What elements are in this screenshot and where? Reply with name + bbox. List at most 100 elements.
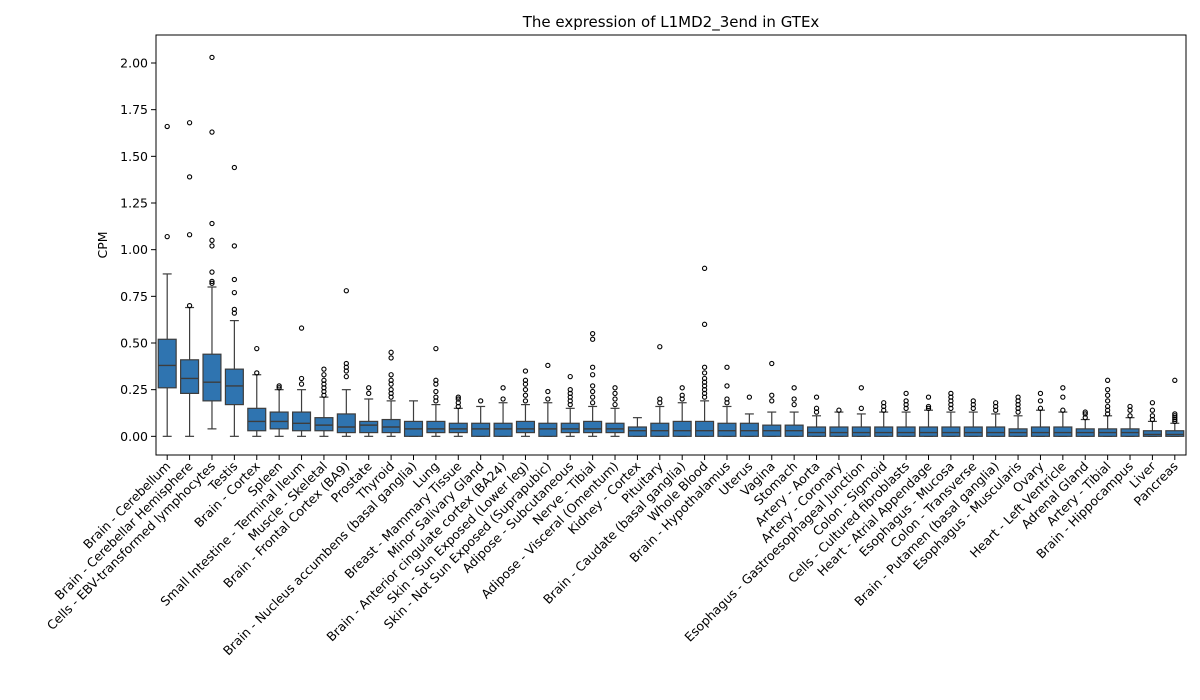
outlier-point	[1149, 413, 1156, 419]
box	[1165, 430, 1185, 437]
outlier-point	[388, 387, 394, 393]
box	[224, 368, 244, 406]
outlier-point	[948, 390, 954, 397]
box-group	[224, 164, 244, 437]
outlier-point	[500, 396, 506, 402]
box	[874, 426, 894, 437]
outlier-point	[209, 280, 215, 286]
outlier-point	[612, 396, 618, 402]
outlier-point	[522, 377, 529, 383]
box	[426, 420, 446, 434]
outlier-point	[298, 381, 305, 387]
box-group	[1142, 400, 1162, 437]
outlier-point	[836, 407, 842, 413]
box-group	[695, 265, 715, 437]
y-tick-label: 1.00	[120, 242, 148, 257]
chart-title: The expression of L1MD2_3end in GTEx	[522, 13, 820, 32]
outlier-point	[791, 401, 797, 408]
outlier-point	[769, 392, 775, 398]
box	[851, 426, 871, 437]
box	[1142, 430, 1162, 437]
outlier-point	[701, 265, 708, 271]
outlier-point	[813, 394, 820, 400]
outlier-point	[589, 388, 596, 395]
outlier-point	[701, 370, 708, 376]
outlier-point	[791, 385, 797, 391]
box	[941, 426, 961, 437]
y-tick-label: 2.00	[120, 56, 148, 71]
outlier-point	[209, 269, 215, 275]
box-group	[448, 394, 468, 437]
outlier-point	[321, 377, 327, 383]
box	[381, 418, 401, 434]
outlier-point	[791, 396, 797, 402]
box-group	[918, 394, 939, 437]
outlier-point	[1037, 390, 1044, 397]
box-group	[1098, 377, 1118, 437]
outlier-point	[858, 385, 864, 391]
outlier-point	[1149, 400, 1156, 406]
outlier-point	[1060, 407, 1066, 413]
outlier-point	[589, 400, 596, 406]
outlier-point	[478, 398, 484, 404]
box-group	[314, 366, 334, 437]
outlier-point	[1104, 403, 1111, 410]
box-group	[403, 400, 424, 437]
outlier-point	[701, 375, 708, 382]
outlier-point	[612, 385, 618, 391]
outlier-point	[433, 394, 439, 400]
outlier-point	[769, 360, 775, 367]
outlier-point	[567, 387, 573, 393]
outlier-point	[589, 394, 596, 400]
y-tick-label: 1.50	[120, 149, 148, 164]
outlier-point	[209, 243, 215, 249]
outlier-point	[1082, 409, 1088, 415]
outlier-point	[522, 398, 529, 404]
box-group	[291, 325, 312, 437]
box-group	[269, 383, 289, 437]
outlier-point	[881, 400, 887, 406]
box	[314, 417, 334, 432]
y-axis-label: CPM	[95, 231, 110, 258]
box-group	[717, 364, 737, 437]
outlier-point	[701, 364, 708, 370]
outlier-point	[1082, 411, 1088, 417]
box	[672, 420, 692, 437]
outlier-point	[433, 388, 439, 395]
outlier-point	[612, 401, 618, 408]
outlier-point	[589, 336, 596, 342]
outlier-point	[321, 372, 327, 378]
outlier-point	[903, 390, 909, 397]
outlier-point	[1149, 407, 1156, 413]
box-group	[1120, 403, 1140, 437]
outlier-point	[231, 164, 238, 171]
outlier-point	[298, 325, 305, 331]
outlier-point	[1060, 385, 1066, 391]
outlier-point	[433, 345, 439, 352]
box-group	[583, 331, 603, 437]
box-group	[515, 368, 536, 437]
outlier-point	[254, 345, 260, 352]
outlier-point	[522, 392, 529, 398]
box	[515, 420, 536, 434]
box	[493, 422, 513, 437]
box	[739, 422, 759, 437]
box-group	[493, 385, 513, 437]
box-group	[829, 407, 849, 437]
outlier-point	[500, 385, 506, 391]
outlier-point	[970, 398, 976, 404]
box-group	[986, 400, 1006, 437]
outlier-point	[366, 385, 372, 391]
y-tick-label: 0.25	[120, 382, 148, 397]
outlier-point	[455, 396, 461, 402]
box-group	[739, 394, 759, 437]
y-tick-label: 1.75	[120, 102, 148, 117]
outlier-point	[993, 400, 999, 406]
box	[1053, 426, 1073, 437]
outlier-point	[366, 390, 372, 397]
outlier-point	[657, 396, 663, 402]
box	[538, 422, 558, 437]
outlier-point	[164, 233, 170, 240]
box	[291, 411, 312, 432]
